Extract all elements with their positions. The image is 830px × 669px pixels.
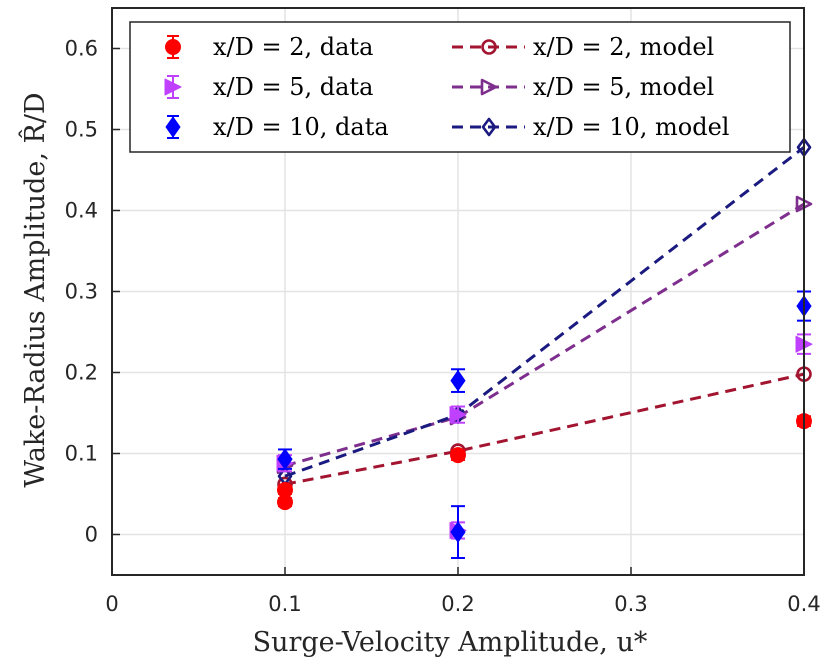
- axes-box: [111, 7, 805, 576]
- legend-entry: [452, 78, 525, 96]
- model-line: [284, 202, 805, 468]
- y-tick-label: 0.5: [65, 118, 98, 142]
- legend-entry: [452, 117, 525, 137]
- y-tick-label: 0.6: [65, 37, 98, 61]
- data-point: [450, 447, 466, 464]
- legend-entry: [452, 39, 525, 55]
- x-tick-label: 0.2: [441, 592, 474, 616]
- x-axis-label: Surge-Velocity Amplitude, u*: [253, 627, 648, 658]
- legend-marker: [165, 39, 181, 55]
- legend-label: x/D = 5, data: [213, 73, 373, 101]
- legend: x/D = 2, data x/D = 5, data x/D = 10, data…: [129, 21, 791, 153]
- legend-label: x/D = 10, model: [533, 113, 729, 141]
- y-tick-label: 0: [85, 523, 98, 547]
- legend-entry: [165, 115, 181, 139]
- data-point: [277, 481, 293, 498]
- x-tick-label: 0: [105, 592, 118, 616]
- series-layer: [276, 138, 813, 559]
- legend-marker: [480, 78, 498, 96]
- y-tick-label: 0.2: [65, 361, 98, 385]
- legend-label: x/D = 2, data: [213, 33, 373, 61]
- y-tick-label: 0.1: [65, 442, 98, 466]
- legend-entry: [165, 35, 181, 59]
- axes: 0 0.1 0.2 0.3 0.4 0 0.1 0.2 0.3 0.4 0.5 0.6: [65, 7, 821, 616]
- data-point: [450, 370, 466, 392]
- model-line: [284, 372, 805, 486]
- x-tick-label: 0.3: [614, 592, 647, 616]
- legend-entry: [164, 75, 182, 99]
- data-point: [449, 406, 467, 424]
- legend-marker: [481, 39, 497, 55]
- x-tick-label: 0.4: [787, 592, 820, 616]
- legend-label: x/D = 2, model: [533, 33, 714, 61]
- y-axis-label: Wake-Radius Amplitude, R̂/D: [18, 92, 51, 487]
- series-data-xd10: [277, 290, 812, 559]
- legend-label: x/D = 10, data: [213, 113, 389, 141]
- y-tick-label: 0.4: [65, 199, 98, 223]
- data-point: [277, 448, 293, 470]
- legend-marker: [481, 117, 497, 137]
- data-point: [450, 521, 466, 543]
- legend-marker: [165, 116, 181, 138]
- x-tick-label: 0.1: [268, 592, 301, 616]
- y-tick-label: 0.3: [65, 280, 98, 304]
- legend-marker: [164, 78, 182, 96]
- legend-label: x/D = 5, model: [533, 73, 714, 101]
